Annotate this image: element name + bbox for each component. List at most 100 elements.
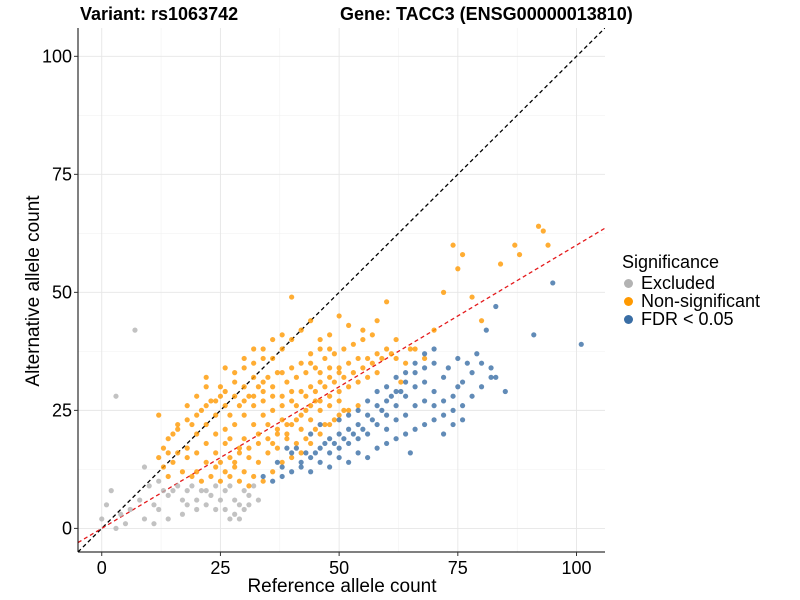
point-non-significant <box>407 346 413 352</box>
point-non-significant <box>331 379 337 385</box>
point-excluded <box>232 497 238 503</box>
point-non-significant <box>165 436 171 442</box>
point-fdr-0-05 <box>331 440 337 447</box>
point-non-significant <box>535 223 542 229</box>
point-fdr-0-05 <box>455 384 461 390</box>
point-non-significant <box>545 242 551 248</box>
point-fdr-0-05 <box>450 421 456 428</box>
y-tick-label: 100 <box>42 46 72 66</box>
point-fdr-0-05 <box>327 436 333 442</box>
point-excluded <box>179 497 186 503</box>
point-excluded <box>156 478 162 484</box>
point-non-significant <box>274 370 281 376</box>
data-points <box>99 223 584 531</box>
point-non-significant <box>270 407 276 413</box>
point-fdr-0-05 <box>393 388 399 395</box>
point-non-significant <box>317 379 323 385</box>
point-fdr-0-05 <box>308 431 314 437</box>
point-non-significant <box>251 421 257 428</box>
point-non-significant <box>388 351 394 357</box>
point-excluded <box>203 502 209 508</box>
point-non-significant <box>322 355 328 362</box>
point-non-significant <box>175 450 181 456</box>
point-fdr-0-05 <box>317 421 323 428</box>
point-fdr-0-05 <box>393 374 399 380</box>
legend-key-non-significant <box>624 296 633 306</box>
point-fdr-0-05 <box>355 436 361 442</box>
point-non-significant <box>360 336 366 343</box>
point-non-significant <box>213 464 219 470</box>
point-excluded <box>189 483 195 489</box>
point-excluded <box>137 497 143 503</box>
point-non-significant <box>232 370 238 376</box>
point-excluded <box>255 497 262 503</box>
point-fdr-0-05 <box>327 450 333 456</box>
point-non-significant <box>246 454 252 461</box>
point-non-significant <box>350 341 356 347</box>
point-excluded <box>113 525 119 531</box>
point-non-significant <box>327 403 333 409</box>
point-non-significant <box>213 412 219 418</box>
point-non-significant <box>317 370 323 376</box>
point-non-significant <box>241 412 247 418</box>
point-non-significant <box>227 473 233 480</box>
point-fdr-0-05 <box>407 450 413 456</box>
point-non-significant <box>260 398 266 404</box>
point-non-significant <box>175 421 181 428</box>
point-non-significant <box>298 412 304 418</box>
point-non-significant <box>279 403 285 409</box>
point-non-significant <box>440 289 447 295</box>
point-non-significant <box>194 393 200 399</box>
point-fdr-0-05 <box>469 370 475 376</box>
point-non-significant <box>255 440 262 447</box>
point-non-significant <box>251 473 257 480</box>
point-non-significant <box>194 431 200 437</box>
point-non-significant <box>251 346 257 352</box>
point-non-significant <box>289 336 295 343</box>
point-non-significant <box>279 459 285 465</box>
point-fdr-0-05 <box>402 393 409 399</box>
point-fdr-0-05 <box>459 417 466 423</box>
point-non-significant <box>355 379 361 385</box>
point-fdr-0-05 <box>384 412 390 418</box>
point-fdr-0-05 <box>298 464 304 470</box>
point-fdr-0-05 <box>360 426 366 432</box>
point-fdr-0-05 <box>336 431 342 437</box>
point-fdr-0-05 <box>374 388 380 395</box>
point-non-significant <box>246 483 252 489</box>
point-non-significant <box>384 299 390 305</box>
point-excluded <box>165 516 171 522</box>
point-non-significant <box>289 294 295 300</box>
point-fdr-0-05 <box>355 421 361 428</box>
reference-line-identity <box>78 28 605 552</box>
point-fdr-0-05 <box>402 412 409 418</box>
point-fdr-0-05 <box>440 374 447 380</box>
point-fdr-0-05 <box>279 473 285 480</box>
point-non-significant <box>236 450 243 456</box>
point-non-significant <box>265 374 271 380</box>
point-fdr-0-05 <box>445 365 451 371</box>
point-excluded <box>246 492 252 498</box>
point-non-significant <box>431 327 437 333</box>
point-excluded <box>251 483 257 489</box>
point-non-significant <box>232 421 238 428</box>
point-non-significant <box>298 450 304 456</box>
point-non-significant <box>255 459 262 465</box>
point-fdr-0-05 <box>531 332 537 338</box>
y-tick-label: 0 <box>62 518 72 538</box>
point-non-significant <box>260 355 266 362</box>
point-excluded <box>198 488 205 494</box>
point-non-significant <box>303 436 309 442</box>
point-non-significant <box>346 407 352 413</box>
point-fdr-0-05 <box>550 280 556 286</box>
point-non-significant <box>232 393 238 399</box>
point-fdr-0-05 <box>346 440 352 447</box>
point-fdr-0-05 <box>322 440 328 447</box>
point-non-significant <box>184 417 190 423</box>
point-fdr-0-05 <box>350 431 356 437</box>
point-non-significant <box>236 478 243 484</box>
point-non-significant <box>270 384 276 390</box>
point-fdr-0-05 <box>478 360 485 366</box>
point-fdr-0-05 <box>474 351 480 357</box>
point-non-significant <box>284 431 290 437</box>
